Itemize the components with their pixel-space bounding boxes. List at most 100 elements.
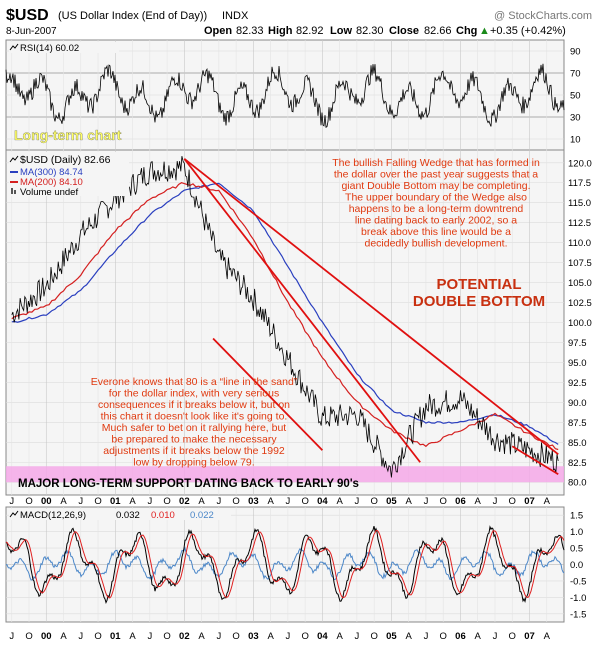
price-tick-label: 95.0 [568, 358, 587, 369]
price-tick-label: 115.0 [568, 198, 591, 209]
x-tick-label-mid: A [267, 496, 274, 507]
support-annotation-line: consequences if it breaks below it, but … [98, 399, 290, 411]
x-tick-label-mid: O [94, 496, 101, 507]
support-annotation-line: Much safer to bet on it rallying here, b… [102, 422, 287, 434]
x-tick-label-mid: J [9, 496, 14, 507]
macd-legend-value: 0.032 [116, 510, 140, 521]
exchange-text: INDX [222, 10, 249, 22]
x-axis: JJOO0000AAJJOO0101AAJJOO0202AAJJOO0303AA… [9, 40, 551, 642]
x-tick-label: J [216, 631, 221, 642]
price-tick-label: 102.5 [568, 298, 592, 309]
x-tick-label-mid: 04 [317, 496, 328, 507]
rsi-legend-text: RSI(14) 60.02 [20, 43, 79, 54]
rsi-series-line [5, 63, 565, 129]
macd-tick-label: -0.5 [570, 576, 586, 587]
macd-tick-label: 0.0 [570, 560, 583, 571]
wedge-annotation-line: happens to be a long-term downtrend [349, 203, 524, 215]
x-tick-label-mid: J [78, 496, 83, 507]
x-tick-label-mid: 00 [41, 496, 52, 507]
support-band [6, 466, 564, 483]
price-tick-label: 110.0 [568, 238, 591, 249]
x-tick-label-mid: A [475, 496, 482, 507]
date-text: 8-Jun-2007 [6, 26, 57, 37]
hist-legend-value: 0.022 [190, 510, 214, 521]
overlay-title: Long-term chart [14, 127, 122, 143]
x-tick-label-mid: O [232, 496, 239, 507]
pattern-line-2: DOUBLE BOTTOM [413, 293, 545, 310]
rsi-tick-label: 10 [570, 135, 581, 146]
x-tick-label: 00 [41, 631, 52, 642]
x-tick-label: A [129, 631, 136, 642]
ma300-legend-text: MA(300) 84.74 [20, 167, 83, 178]
macd-tick-label: 0.5 [570, 544, 583, 555]
x-tick-label: J [9, 631, 14, 642]
x-tick-label: O [163, 631, 170, 642]
x-tick-label: J [424, 631, 429, 642]
macd-series-line [5, 525, 565, 604]
x-tick-label-mid: J [424, 496, 429, 507]
symbol-text: $USD [6, 7, 49, 24]
x-tick-label: O [440, 631, 447, 642]
macd-grid: 1.5 1.0 0.5 0.0 -0.5 -1.0 -1.5 [6, 511, 586, 620]
rsi-tick-label: 70 [570, 69, 581, 80]
x-tick-label: O [94, 631, 101, 642]
x-tick-label: J [78, 631, 83, 642]
price-tick-label: 82.5 [568, 458, 587, 469]
volume-legend-text: Volume undef [20, 187, 78, 198]
x-tick-label-mid: 07 [524, 496, 535, 507]
wedge-annotation-line: the dollar over the past year suggests t… [334, 169, 538, 181]
pattern-annotation: POTENTIAL DOUBLE BOTTOM [413, 276, 545, 310]
x-tick-label-mid: 06 [455, 496, 466, 507]
support-annotation: Everone knows that 80 is a “line in the … [91, 376, 298, 469]
chg-value: +0.35 (+0.42%) [490, 25, 566, 37]
support-annotation-line: low by dropping below 79. [133, 457, 254, 469]
x-tick-label: 01 [110, 631, 121, 642]
price-tick-label: 92.5 [568, 378, 587, 389]
x-tick-label: J [355, 631, 360, 642]
x-tick-label-mid: 03 [248, 496, 259, 507]
x-tick-label: A [544, 631, 551, 642]
support-annotation-line: be prepared to make the necessary [111, 434, 277, 446]
x-tick-label-mid: O [370, 496, 377, 507]
price-tick-label: 100.0 [568, 318, 592, 329]
x-tick-label: J [147, 631, 152, 642]
trendline [183, 158, 559, 455]
open-value: 82.33 [236, 25, 264, 37]
chg-arrow: ▲ [479, 25, 490, 37]
volume-legend-icon-2 [14, 190, 16, 194]
close-value: 82.66 [424, 25, 452, 37]
x-tick-label: A [267, 631, 274, 642]
index-name: (US Dollar Index (End of Day)) [58, 10, 207, 22]
low-value: 82.30 [356, 25, 384, 37]
price-tick-label: 97.5 [568, 338, 587, 349]
wedge-annotation-line: giant Double Bottom may be completing. [341, 180, 530, 192]
x-tick-label: O [232, 631, 239, 642]
x-tick-label: A [336, 631, 343, 642]
price-tick-label: 85.0 [568, 438, 587, 449]
high-label: High [268, 25, 293, 37]
macd-histogram-line [5, 546, 565, 581]
price-legend-text: $USD (Daily) 82.66 [20, 154, 111, 166]
x-tick-label: 06 [455, 631, 466, 642]
x-tick-label-mid: O [440, 496, 447, 507]
x-tick-label: A [475, 631, 482, 642]
price-legend: $USD (Daily) 82.66 MA(300) 84.74 MA(200)… [9, 152, 129, 198]
x-tick-label: O [25, 631, 32, 642]
macd-legend-prefix: MACD(12,26,9) [20, 510, 86, 521]
trendlines [183, 158, 559, 476]
support-annotation-line: for the dollar index, with very serious [109, 388, 279, 400]
price-tick-label: 120.0 [568, 158, 592, 169]
x-tick-label-mid: 02 [179, 496, 190, 507]
rsi-tick-label: 90 [570, 47, 581, 58]
x-tick-label-mid: A [60, 496, 67, 507]
x-tick-label-mid: J [493, 496, 498, 507]
price-legend-icon [9, 155, 19, 163]
macd-tick-label: -1.0 [570, 593, 586, 604]
open-label: Open [204, 25, 232, 37]
x-tick-label: 04 [317, 631, 328, 642]
x-tick-label-mid: A [336, 496, 343, 507]
rsi-tick-label: 50 [570, 91, 581, 102]
wedge-annotation-line: The bullish Falling Wedge that has forme… [332, 157, 540, 169]
x-tick-label-mid: A [544, 496, 551, 507]
x-tick-label: A [198, 631, 205, 642]
